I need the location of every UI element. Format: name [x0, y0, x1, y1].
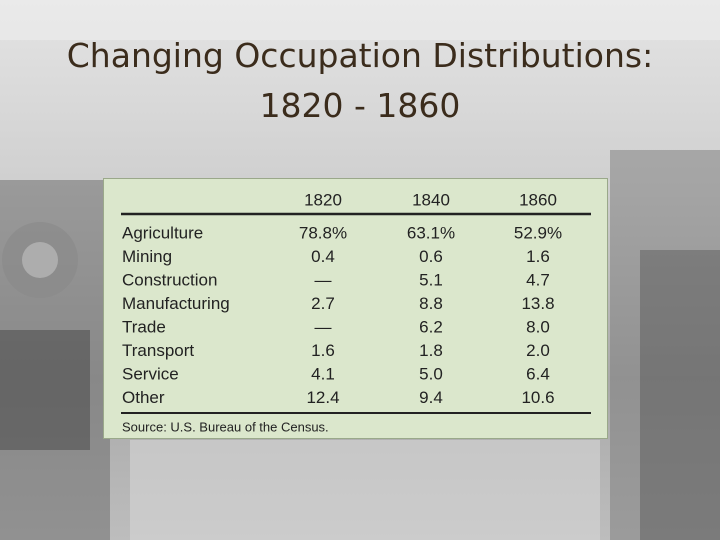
table-cell: 78.8% — [299, 223, 347, 242]
table-cell: 4.1 — [311, 364, 335, 383]
row-label: Manufacturing — [122, 294, 230, 313]
table-cell: 63.1% — [407, 223, 455, 242]
table-cell: 8.0 — [526, 317, 550, 336]
table-cell: 5.0 — [419, 364, 443, 383]
table-cell: 5.1 — [419, 270, 443, 289]
row-label: Agriculture — [122, 223, 203, 242]
table-cell: 1.8 — [419, 341, 443, 360]
row-label: Trade — [122, 317, 166, 336]
row-label: Transport — [122, 341, 194, 360]
title-line: 1820 - 1860 — [259, 86, 461, 125]
source-note: Source: U.S. Bureau of the Census. — [122, 419, 329, 434]
row-label: Other — [122, 388, 165, 407]
table: 1820 1840 1860 Agriculture 78.8% 63.1% 52.9% Mi… — [121, 190, 591, 434]
table-cell: 13.8 — [521, 294, 554, 313]
row-label: Construction — [122, 270, 217, 289]
table-cell: 10.6 — [521, 388, 554, 407]
table-cell: 8.8 — [419, 294, 443, 313]
table-cell: 2.0 — [526, 341, 550, 360]
row-label: Service — [122, 364, 179, 383]
table-cell: 6.4 — [526, 364, 550, 383]
column-header: 1840 — [412, 190, 450, 209]
table-cell: 9.4 — [419, 388, 443, 407]
table-cell: 0.6 — [419, 247, 443, 266]
table-cell: — — [315, 270, 332, 289]
table-cell: 1.6 — [311, 341, 335, 360]
table-cell: 12.4 — [306, 388, 339, 407]
table-cell: 4.7 — [526, 270, 550, 289]
row-label: Mining — [122, 247, 172, 266]
table-cell: 52.9% — [514, 223, 562, 242]
table-cell: 1.6 — [526, 247, 550, 266]
title-line: Changing Occupation Distributions: — [66, 36, 654, 75]
table-cell: 0.4 — [311, 247, 335, 266]
table-cell: — — [315, 317, 332, 336]
table-panel: 1820 1840 1860 Agriculture 78.8% 63.1% 52.9% Mi… — [103, 178, 608, 439]
table-cell: 2.7 — [311, 294, 335, 313]
table-cell: 6.2 — [419, 317, 443, 336]
column-header: 1860 — [519, 190, 557, 209]
column-header: 1820 — [304, 190, 342, 209]
